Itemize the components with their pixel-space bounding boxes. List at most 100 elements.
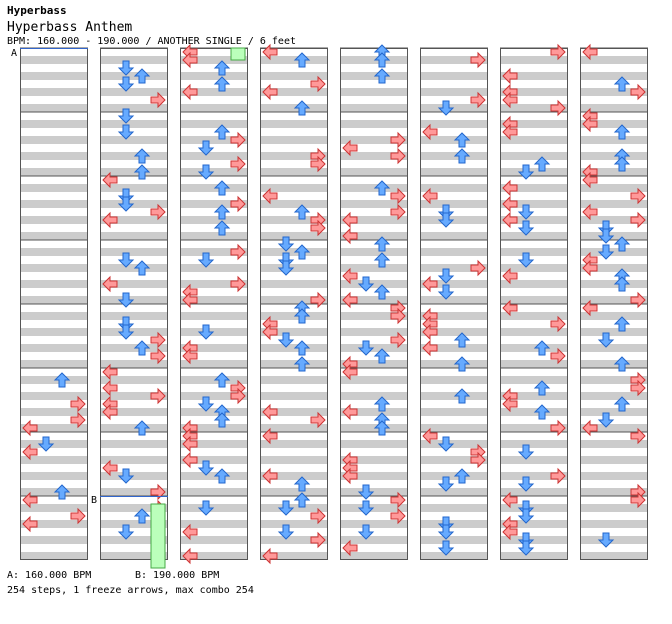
chart-column [180, 48, 248, 560]
step-arrow-D [437, 524, 455, 540]
step-arrow-D [197, 164, 215, 180]
beat-band [260, 504, 328, 512]
beat-band [260, 168, 328, 176]
step-arrow-R [550, 99, 566, 117]
step-arrow-U [133, 68, 151, 84]
step-arrow-L [582, 171, 598, 189]
step-arrow-U [453, 132, 471, 148]
beat-band [420, 392, 488, 400]
beat-band [500, 504, 568, 512]
step-arrow-R [230, 243, 246, 261]
beat-band [100, 440, 168, 448]
step-arrow-D [117, 252, 135, 268]
beat-band [180, 248, 248, 256]
beat-band [420, 440, 488, 448]
step-arrow-L [502, 179, 518, 197]
step-arrow-U [613, 156, 631, 172]
beat-band [180, 88, 248, 96]
beat-band [260, 216, 328, 224]
step-arrow-U [373, 252, 391, 268]
marker-b: B [91, 495, 98, 506]
step-arrow-D [117, 108, 135, 124]
step-arrow-D [437, 100, 455, 116]
step-arrow-D [197, 324, 215, 340]
step-arrow-U [373, 420, 391, 436]
series-title: Hyperbass [7, 4, 67, 17]
beat-band [180, 184, 248, 192]
beat-band [500, 232, 568, 240]
beat-band [420, 56, 488, 64]
step-arrow-R [470, 451, 486, 469]
step-arrow-L [502, 91, 518, 109]
step-arrow-R [310, 531, 326, 549]
beat-band [420, 200, 488, 208]
beat-band [180, 312, 248, 320]
beat-band [20, 248, 88, 256]
beat-band [260, 312, 328, 320]
step-arrow-U [213, 468, 231, 484]
beat-band [100, 456, 168, 464]
beat-band [500, 456, 568, 464]
bpm-a-label: A: 160.000 BPM [7, 570, 92, 581]
beat-band [420, 136, 488, 144]
step-arrow-L [342, 291, 358, 309]
step-arrow-R [390, 331, 406, 349]
beat-band [580, 360, 648, 368]
beat-band [500, 136, 568, 144]
beat-band [20, 488, 88, 496]
beat-band [340, 536, 408, 544]
beat-band [180, 328, 248, 336]
beat-band [100, 120, 168, 128]
beat-band [580, 88, 648, 96]
step-arrow-U [133, 164, 151, 180]
step-arrow-L [102, 379, 118, 397]
bpm-b-label: B: 190.000 BPM [135, 570, 220, 581]
step-arrow-D [117, 76, 135, 92]
beat-band [100, 360, 168, 368]
beat-band [500, 184, 568, 192]
beat-band [420, 264, 488, 272]
beat-band [260, 360, 328, 368]
beat-band [20, 376, 88, 384]
beat-band [100, 312, 168, 320]
beat-band [340, 472, 408, 480]
step-arrow-L [342, 139, 358, 157]
beat-band [100, 104, 168, 112]
beat-band [500, 440, 568, 448]
step-arrow-R [150, 91, 166, 109]
beat-band [180, 504, 248, 512]
step-arrow-L [582, 43, 598, 61]
step-arrow-U [213, 180, 231, 196]
step-arrow-L [502, 67, 518, 85]
beat-band [500, 72, 568, 80]
beat-band [500, 248, 568, 256]
beat-band [20, 472, 88, 480]
beat-band [260, 104, 328, 112]
chart-column [580, 48, 648, 560]
beat-band [180, 440, 248, 448]
beat-band [100, 408, 168, 416]
step-arrow-L [182, 291, 198, 309]
step-arrow-U [373, 52, 391, 68]
beat-band [180, 456, 248, 464]
beat-band [180, 152, 248, 160]
beat-band [180, 552, 248, 560]
step-arrow-R [150, 203, 166, 221]
step-arrow-D [517, 252, 535, 268]
step-arrow-D [517, 444, 535, 460]
beat-band [20, 344, 88, 352]
beat-band [500, 104, 568, 112]
beat-band [100, 296, 168, 304]
step-arrow-L [22, 515, 38, 533]
beat-band [20, 120, 88, 128]
beat-band [20, 232, 88, 240]
beat-band [580, 456, 648, 464]
step-arrow-R [630, 291, 646, 309]
step-arrow-L [102, 459, 118, 477]
beat-band [500, 392, 568, 400]
step-arrow-D [197, 252, 215, 268]
beat-band [260, 296, 328, 304]
beat-band [340, 248, 408, 256]
step-arrow-L [102, 171, 118, 189]
step-arrow-L [342, 539, 358, 557]
